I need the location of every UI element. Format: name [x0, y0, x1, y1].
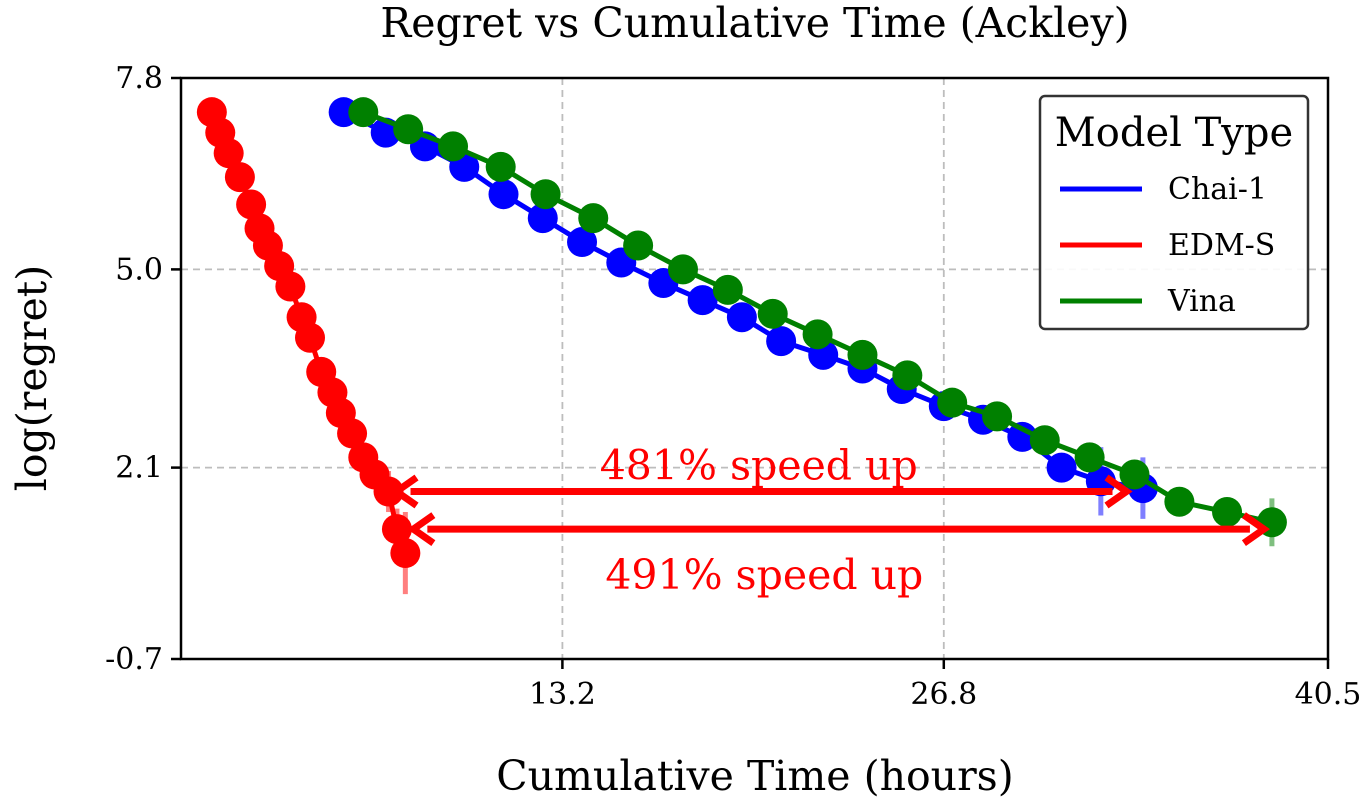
- chai-1-point: [726, 302, 757, 333]
- edm-s-point: [295, 322, 326, 353]
- speedup-annotation: 491% speed up: [407, 512, 1271, 599]
- legend-box: [1038, 94, 1310, 331]
- chai-1-point: [567, 227, 598, 258]
- speedup-arrow-head-right: [1104, 474, 1133, 509]
- vina-point: [348, 97, 379, 128]
- series-vina: [348, 97, 1287, 547]
- legend-label: Vina: [1167, 284, 1236, 319]
- vina-point: [847, 339, 878, 370]
- speedup-annotation: 481% speed up: [390, 442, 1133, 509]
- speedup-label: 481% speed up: [600, 442, 918, 490]
- edm-s-point: [236, 189, 267, 220]
- plot-frame: [179, 76, 1330, 661]
- vina-point: [757, 298, 788, 329]
- edm-s-point: [381, 514, 412, 545]
- vina-point: [1074, 442, 1105, 473]
- chai-1-point: [527, 203, 558, 234]
- x-tick-label: 40.5: [1295, 677, 1362, 712]
- x-tick-label: 13.2: [529, 677, 596, 712]
- vina-point: [982, 401, 1013, 432]
- chai-1-point: [488, 179, 519, 210]
- vina-point: [1212, 497, 1243, 528]
- legend: Model Type Chai-1 EDM-S Vina: [1038, 94, 1310, 331]
- speedup-arrow-head-right: [1241, 512, 1271, 546]
- vina-point: [578, 203, 609, 234]
- vina-point: [1029, 425, 1060, 456]
- edm-s-point: [373, 476, 404, 507]
- x-tick-label: 26.8: [910, 677, 977, 712]
- vina-point: [802, 319, 833, 350]
- series-group: [196, 97, 1287, 595]
- vina-point: [438, 131, 469, 162]
- y-tick-label: 2.1: [115, 451, 163, 486]
- edm-s-point: [275, 271, 306, 302]
- legend-label: EDM-S: [1168, 228, 1275, 263]
- vina-point: [892, 360, 923, 391]
- vina-point: [485, 151, 516, 182]
- legend-title: Model Type: [1055, 110, 1293, 156]
- grid-lines: [181, 78, 1328, 659]
- annotation-group: 481% speed up 491% speed up: [390, 442, 1271, 599]
- speedup-arrow-head-left: [390, 474, 419, 509]
- chai-1-point: [1046, 452, 1077, 483]
- vina-point: [1164, 486, 1195, 517]
- x-axis-label: Cumulative Time (hours): [496, 752, 1013, 800]
- edm-s-point: [224, 162, 255, 193]
- chai-1-point: [687, 285, 718, 316]
- y-tick-label: -0.7: [105, 642, 163, 677]
- edm-s-point: [213, 138, 244, 169]
- vina-point: [530, 179, 561, 210]
- vina-point: [712, 274, 743, 305]
- vina-point: [937, 387, 968, 418]
- edm-s-point: [390, 538, 421, 569]
- series-edm-s: [196, 97, 421, 595]
- edm-s-point: [337, 418, 368, 449]
- chart-title: Regret vs Cumulative Time (Ackley): [380, 0, 1129, 47]
- axes-group: 13.2 26.8 40.5 -0.7 2.1 5.0 7.8: [105, 61, 1361, 712]
- speedup-arrow-head-left: [407, 512, 436, 546]
- y-tick-label: 5.0: [115, 252, 163, 287]
- legend-label: Chai-1: [1168, 172, 1267, 207]
- chai-1-point: [766, 326, 797, 357]
- vina-point: [667, 254, 698, 285]
- chai-1-point: [1007, 421, 1038, 452]
- y-tick-label: 7.8: [115, 61, 163, 96]
- vina-point: [1119, 459, 1150, 490]
- y-axis-label: log(regret): [8, 265, 56, 491]
- speedup-label: 491% speed up: [605, 551, 923, 599]
- vina-point: [623, 230, 654, 261]
- vina-point: [393, 114, 424, 145]
